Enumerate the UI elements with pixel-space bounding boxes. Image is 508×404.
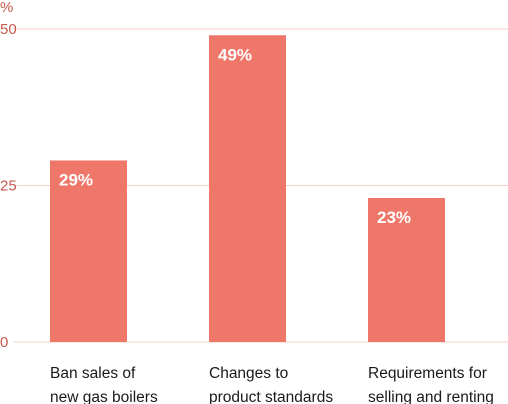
y-tick-label-50: 50 bbox=[0, 21, 17, 38]
y-tick-label-25: 25 bbox=[0, 178, 17, 195]
labels: % 0 25 50 29% Ban sales of new gas boilers 49%… bbox=[0, 0, 494, 404]
category-label-1-line-1: Changes to bbox=[209, 365, 288, 382]
category-label-0-line-1: Ban sales of bbox=[50, 365, 136, 382]
y-axis-unit-label: % bbox=[0, 0, 13, 16]
bar-value-label-1: 49% bbox=[218, 45, 252, 64]
y-tick-label-0: 0 bbox=[0, 334, 8, 351]
bars bbox=[50, 35, 445, 342]
bar-value-label-2: 23% bbox=[377, 208, 411, 227]
bar-2 bbox=[368, 198, 445, 342]
bar-0 bbox=[50, 160, 127, 342]
category-label-0-line-2: new gas boilers bbox=[50, 389, 158, 404]
category-label-1-line-2: product standards bbox=[209, 389, 333, 404]
bar-value-label-0: 29% bbox=[59, 170, 93, 189]
bar-1 bbox=[209, 35, 286, 342]
category-label-2-line-2: selling and renting bbox=[368, 389, 494, 404]
category-label-2-line-1: Requirements for bbox=[368, 365, 487, 382]
